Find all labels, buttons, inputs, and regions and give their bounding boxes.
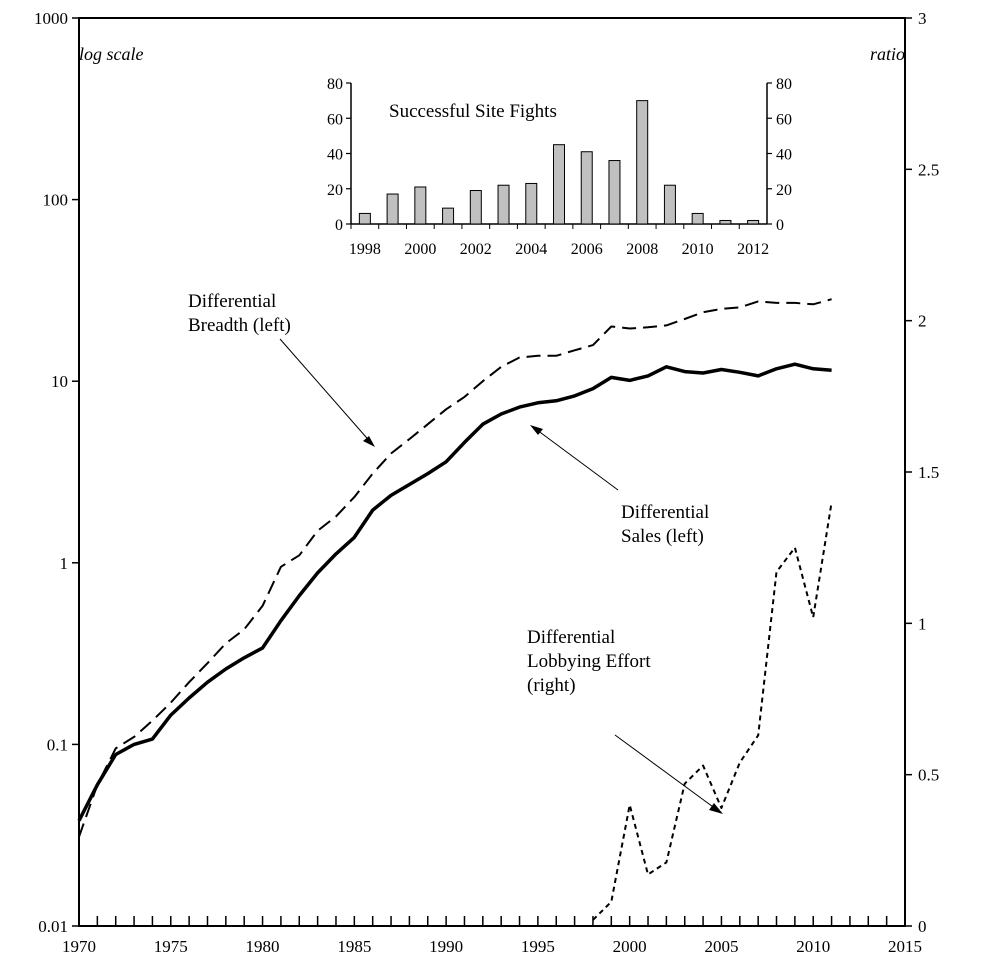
x-tick-label: 1970 [62,937,96,956]
inset-left-tick-label: 80 [327,76,343,93]
x-tick-label: 2010 [796,937,830,956]
inset-x-tick-label: 2012 [737,241,769,258]
inset-bar [414,186,427,225]
x-tick-label: 1975 [154,937,188,956]
series-layer [77,298,833,921]
right-tick-label: 2.5 [918,160,939,179]
x-tick-label: 2005 [704,937,738,956]
right-axis-note: ratio [870,44,905,64]
left-axis-note: log scale [79,44,144,64]
x-tick-label: 2000 [613,937,647,956]
inset-bar [608,160,621,225]
inset-title: Successful Site Fights [389,101,557,122]
left-tick-label: 1000 [34,9,68,28]
x-tick-label: 1990 [429,937,463,956]
x-axis: 1970 1975 1980 1985 1990 1995 2000 2005 2010 2015 [62,916,922,956]
inset-bar [525,182,538,225]
right-tick-label: 2 [918,312,927,331]
x-tick-label: 1980 [246,937,280,956]
left-tick-label: 100 [43,191,69,210]
x-tick-label: 2015 [888,937,922,956]
arrow-sales [532,426,619,491]
series-line-lobbying [592,502,833,921]
inset-bar [497,184,510,225]
right-tick-label: 0 [918,917,927,936]
inset-bar [442,207,455,225]
inset-bar [386,193,399,225]
inset-x-tick-label: 2006 [571,241,603,258]
arrow-lobbying [614,734,721,813]
inset-bar-chart: Successful Site Fights 0 0 20 20 40 40 60 60 80 8… [327,76,792,258]
x-tick-label: 1995 [521,937,555,956]
inset-left-tick-label: 60 [327,111,343,128]
inset-bar [747,219,760,225]
inset-x-tick-label: 2002 [460,241,492,258]
x-tick-label: 1985 [337,937,371,956]
inset-bar [469,190,482,225]
inset-right-tick-label: 60 [776,111,792,128]
inset-bar [580,151,593,225]
inset-x-tick-label: 2010 [682,241,714,258]
inset-right-tick-label: 40 [776,147,792,164]
annotation-sales: Differential Sales (left) [621,502,714,547]
right-tick-label: 1 [918,614,927,633]
annotation-breadth: Differential Breadth (left) [188,291,291,336]
annotation-lobbying: Differential Lobbying Effort (right) [527,627,655,696]
series-line-sales [77,362,832,822]
left-axis: 0.01 0.1 1 10 100 1000 [34,9,79,936]
series-line-breadth [78,298,832,838]
right-tick-label: 1.5 [918,463,939,482]
inset-bar [636,100,649,225]
annotations: Differential Breadth (left) Differential… [188,291,723,814]
inset-bar [691,212,704,225]
inset-bar [663,184,676,225]
inset-bar [553,144,565,225]
right-tick-label: 0.5 [918,766,939,785]
inset-x-tick-label: 2000 [404,241,436,258]
inset-x-tick-label: 2004 [515,241,547,258]
right-axis: 0 0.5 1 1.5 2 2.5 3 [905,9,939,936]
inset-right-tick-label: 0 [776,217,784,234]
inset-bar [719,219,732,225]
left-tick-label: 0.1 [47,735,68,754]
inset-left-tick-label: 20 [327,182,343,199]
left-tick-label: 10 [51,372,68,391]
left-tick-label: 1 [60,554,69,573]
inset-left-tick-label: 0 [335,217,343,234]
arrow-breadth [279,338,374,446]
right-tick-label: 3 [918,9,927,28]
inset-right-tick-label: 80 [776,76,792,93]
inset-right-tick-label: 20 [776,182,792,199]
arrowhead-sales [530,425,543,435]
inset-x-tick-label: 2008 [626,241,658,258]
inset-left-tick-label: 40 [327,147,343,164]
arrowhead-breadth [363,436,375,447]
inset-x-tick-label: 1998 [349,241,381,258]
inset-bar [358,212,371,225]
left-tick-label: 0.01 [38,917,68,936]
arrowhead-lobbying [709,803,723,814]
